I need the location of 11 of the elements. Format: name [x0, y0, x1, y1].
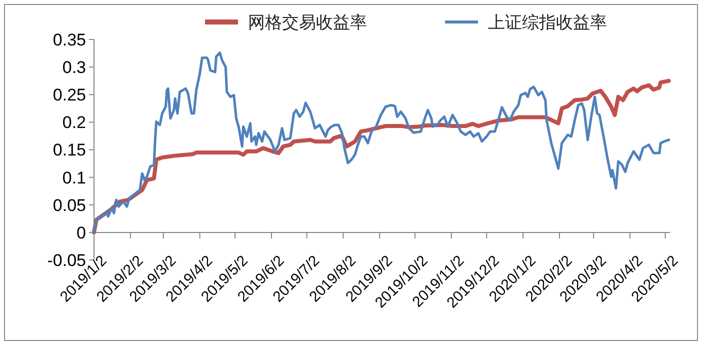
y-tick-label: 0: [76, 223, 86, 242]
legend-label: 网格交易收益率: [248, 12, 367, 32]
y-tick-label: 0.3: [62, 58, 86, 78]
y-tick-label: 0.2: [62, 113, 86, 132]
legend-label: 上证综指收益率: [488, 12, 607, 32]
y-tick-label: 0.25: [52, 86, 86, 105]
line-series: [92, 51, 670, 234]
y-tick-label: 0.05: [52, 196, 86, 215]
y-tick-label: 0.15: [52, 140, 86, 160]
y-tick-label: 0.35: [52, 30, 86, 50]
y-tick-label: 0.1: [62, 168, 86, 188]
